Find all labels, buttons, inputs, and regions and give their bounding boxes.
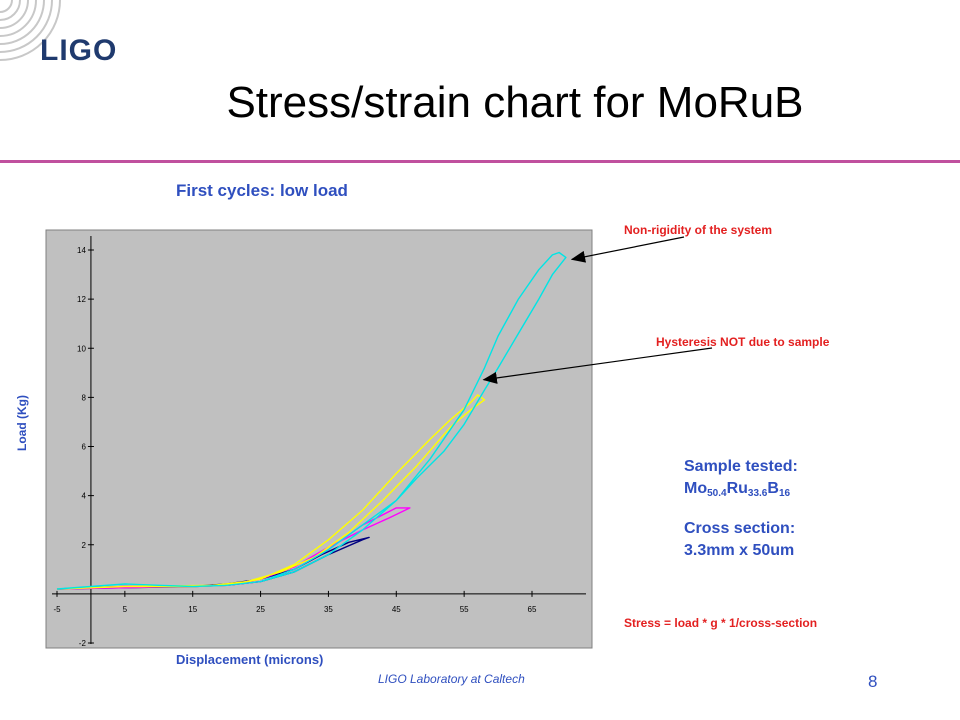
y-tick-label: 12 bbox=[77, 295, 86, 304]
chart-title: First cycles: low load bbox=[176, 181, 348, 200]
cross-section-value: 3.3mm x 50um bbox=[684, 542, 795, 559]
x-tick-label: 35 bbox=[324, 605, 333, 614]
element-b: B bbox=[767, 480, 779, 497]
sample-heading: Sample tested: bbox=[684, 458, 798, 475]
x-axis-label: Displacement (microns) bbox=[176, 652, 324, 667]
y-tick-label: 8 bbox=[81, 393, 86, 402]
x-tick-label: 45 bbox=[392, 605, 401, 614]
annotation-arrow bbox=[482, 347, 713, 384]
annotation-arrow bbox=[570, 236, 685, 263]
y-tick-label: 4 bbox=[81, 492, 86, 501]
y-tick-label: 6 bbox=[81, 443, 86, 452]
element-mo-fraction: 50.4 bbox=[707, 488, 727, 499]
series-line-2 bbox=[56, 394, 486, 590]
annotation-non-rigidity: Non-rigidity of the system bbox=[624, 223, 773, 237]
sample-formula: Mo50.4Ru33.6B16 bbox=[684, 478, 798, 502]
x-tick-label: 15 bbox=[188, 605, 197, 614]
series-line-3 bbox=[56, 251, 567, 590]
sample-info: Sample tested: Mo50.4Ru33.6B16 Cross sec… bbox=[684, 456, 798, 562]
y-tick-label: -2 bbox=[79, 639, 87, 648]
ligo-logo: LIGO bbox=[40, 34, 118, 67]
y-tick-label: 2 bbox=[81, 541, 86, 550]
cross-section-heading: Cross section: bbox=[684, 520, 796, 537]
annotation-hysteresis: Hysteresis NOT due to sample bbox=[656, 335, 830, 349]
footer-text: LIGO Laboratory at Caltech bbox=[378, 672, 525, 686]
y-axis-label: Load (Kg) bbox=[15, 395, 29, 451]
x-tick-label: 55 bbox=[460, 605, 469, 614]
element-ru: Ru bbox=[726, 480, 748, 497]
x-tick-label: 65 bbox=[528, 605, 537, 614]
element-ru-fraction: 33.6 bbox=[747, 488, 768, 499]
element-b-fraction: 16 bbox=[778, 488, 791, 499]
plot-area bbox=[45, 229, 593, 649]
element-mo: Mo bbox=[684, 480, 708, 497]
y-tick-label: 14 bbox=[77, 246, 86, 255]
page-number: 8 bbox=[868, 672, 878, 691]
x-tick-label: -5 bbox=[53, 605, 61, 614]
x-tick-label: 5 bbox=[123, 605, 128, 614]
x-tick-label: 25 bbox=[256, 605, 265, 614]
y-tick-label: 10 bbox=[77, 344, 86, 353]
page-title: Stress/strain chart for MoRuB bbox=[226, 78, 804, 127]
annotation-stress-formula: Stress = load * g * 1/cross-section bbox=[624, 616, 818, 630]
title-divider bbox=[0, 160, 960, 163]
